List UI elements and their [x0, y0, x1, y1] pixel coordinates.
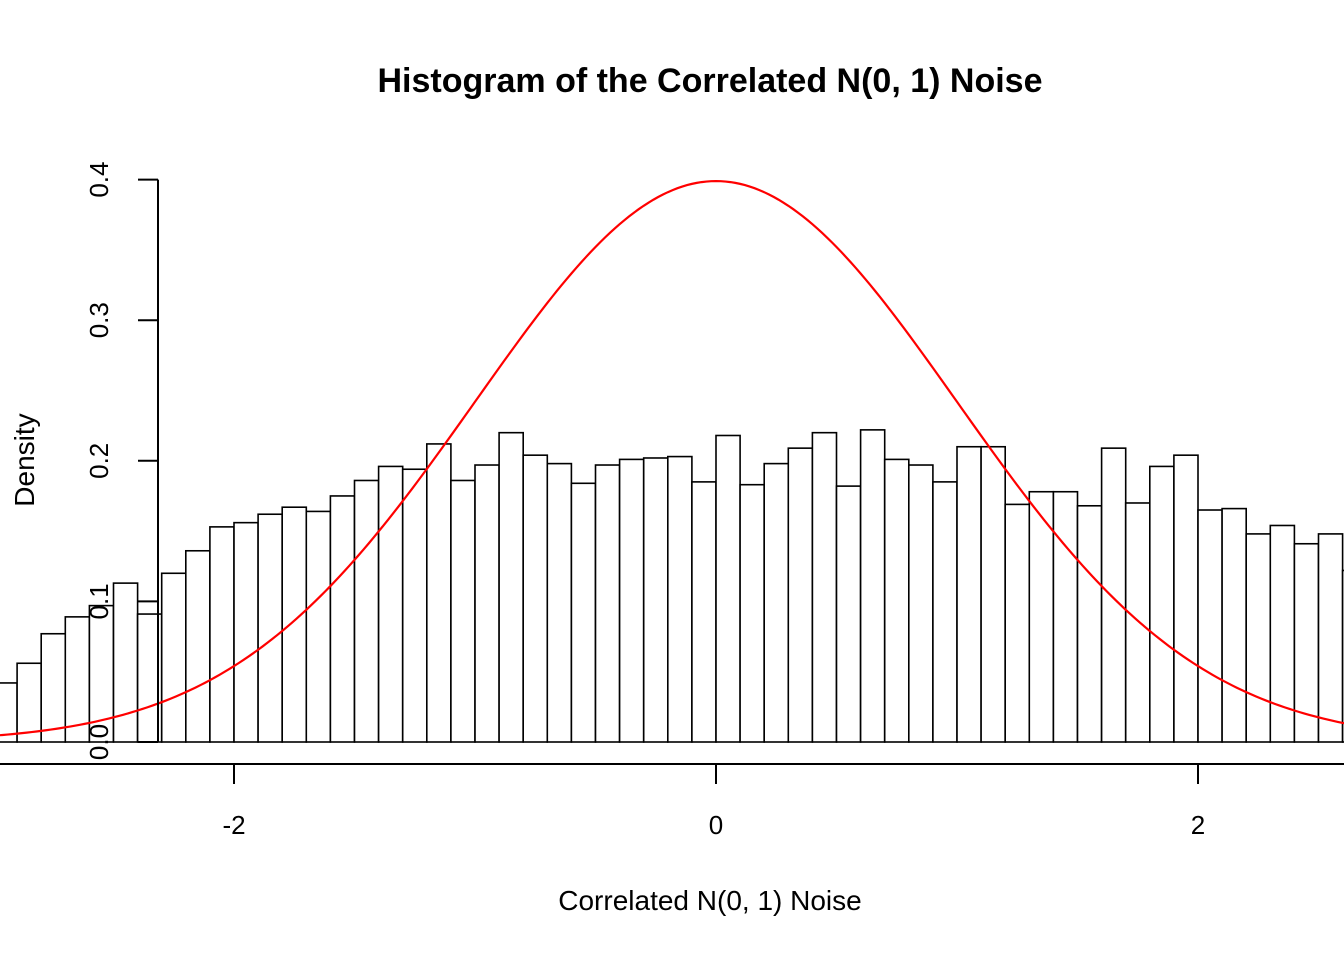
histogram-bar: [932, 481, 958, 743]
histogram-bar: [305, 510, 332, 743]
histogram-bar: [1197, 509, 1223, 743]
y-axis: 0.0 0.1 0.2 0.3 0.4: [84, 162, 159, 760]
y-tick-label: 0.4: [84, 162, 114, 198]
histogram-bar: [1221, 507, 1247, 743]
x-axis: -4-2024: [0, 763, 1344, 840]
histogram-bar: [907, 464, 934, 743]
histogram-bar: [233, 521, 259, 743]
normal-density-curve: [0, 179, 1344, 737]
histogram-bar: [474, 464, 500, 743]
histogram-bar: [112, 582, 139, 743]
histogram-bar: [185, 549, 211, 743]
x-tick-label: 2: [1191, 810, 1205, 840]
y-tick-label: 0.3: [84, 302, 114, 338]
histogram-bar: [329, 495, 356, 743]
histogram-bar: [594, 464, 621, 743]
histogram-bar: [811, 431, 838, 743]
x-tick-label: 0: [709, 810, 723, 840]
histogram-bar: [1076, 504, 1103, 743]
histogram-bar: [1028, 490, 1055, 743]
histogram-bar: [739, 483, 765, 743]
histogram-bar: [1100, 447, 1127, 743]
histogram-bar: [787, 447, 814, 743]
x-axis-label: Correlated N(0, 1) Noise: [558, 885, 861, 916]
y-tick-label: 0.0: [84, 724, 114, 760]
x-tick-label: -2: [222, 810, 245, 840]
histogram-bar: [666, 455, 693, 743]
histogram-bar: [425, 443, 452, 743]
histogram-bar: [1173, 454, 1199, 743]
histogram-bar: [546, 462, 573, 743]
histogram-bar: [160, 572, 187, 743]
histogram-bar: [257, 513, 284, 743]
histogram-bar: [835, 485, 862, 743]
histogram-bar: [883, 458, 910, 743]
y-tick-label: 0.2: [84, 443, 114, 479]
histogram-bar: [522, 454, 549, 743]
histogram-bar: [498, 431, 525, 743]
y-axis-label: Density: [9, 413, 40, 506]
histogram-bar: [353, 479, 380, 743]
histogram-bar: [1124, 502, 1151, 743]
histogram-bar: [16, 662, 43, 743]
histogram-bar: [1245, 533, 1272, 743]
histogram-bar: [1317, 533, 1344, 743]
histogram-bar: [401, 468, 428, 743]
histogram-bar: [642, 457, 669, 743]
histogram-bar: [1293, 542, 1320, 743]
histogram-bar: [715, 434, 741, 743]
histogram-bar: [980, 445, 1006, 743]
histogram-bar: [281, 506, 308, 743]
histogram-bars: [0, 429, 1344, 743]
histogram-bar: [1004, 503, 1031, 743]
histogram-bar: [1052, 490, 1079, 743]
histogram-bar: [763, 462, 790, 743]
histogram-bar: [209, 526, 235, 743]
histogram-bar: [859, 429, 886, 743]
histogram-bar: [1341, 569, 1344, 743]
histogram-bar: [40, 632, 67, 743]
y-tick-label: 0.1: [84, 583, 114, 619]
histogram-bar: [377, 465, 404, 743]
histogram-bar: [570, 482, 597, 743]
histogram-bar: [956, 445, 982, 743]
histogram-bar: [450, 479, 476, 743]
histogram-bar: [691, 481, 717, 743]
chart-title: Histogram of the Correlated N(0, 1) Nois…: [377, 62, 1042, 100]
histogram-bar: [1149, 465, 1175, 743]
histogram-bar: [618, 458, 645, 743]
